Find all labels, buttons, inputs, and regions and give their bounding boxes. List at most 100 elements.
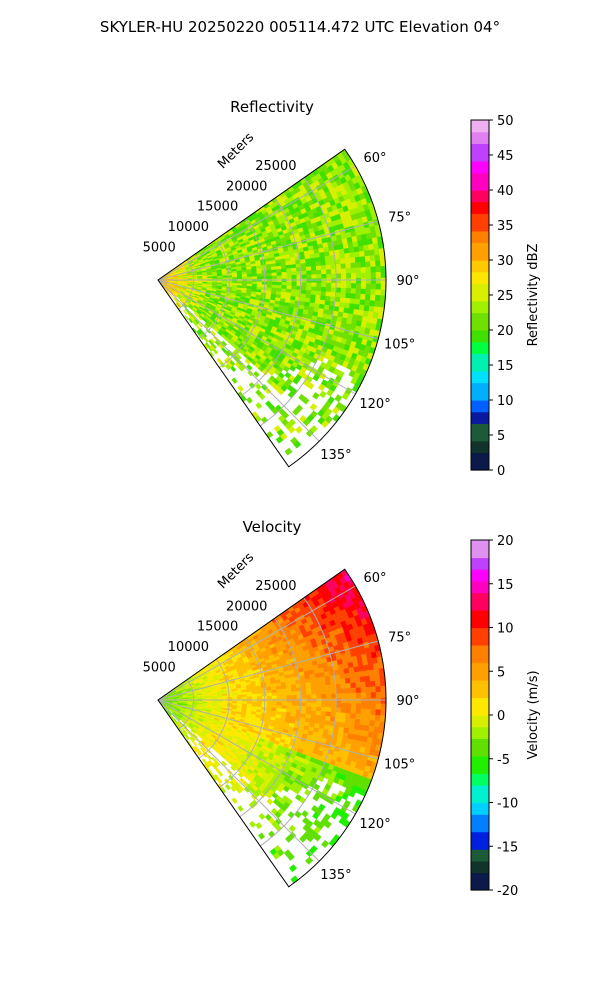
radar-cell [325, 264, 332, 270]
radar-cell [365, 686, 372, 693]
radar-cell [311, 690, 317, 695]
radar-cell [375, 697, 382, 705]
radar-cell [360, 703, 367, 710]
colorbar-swatch [471, 365, 489, 372]
radar-cell [339, 678, 346, 685]
radar-cell [380, 277, 387, 285]
radar-cell [311, 706, 317, 712]
radar-cell [369, 255, 376, 262]
radar-cell [325, 291, 332, 297]
colorbar-swatch [471, 225, 489, 232]
radar-cell [326, 278, 332, 284]
radar-cell [295, 425, 303, 434]
radar-cell [365, 288, 372, 296]
radar-cell [324, 675, 331, 682]
radar-cell [271, 272, 278, 277]
radar-cell [344, 722, 351, 729]
colorbar-tick-label: 20 [497, 324, 514, 339]
radar-cell [311, 274, 317, 279]
radar-cell [305, 266, 312, 272]
radar-cell [256, 281, 263, 285]
colorbar-swatch [471, 394, 489, 401]
colorbar-swatch [471, 277, 489, 284]
radar-cell [265, 431, 274, 439]
radar-cell [348, 303, 356, 310]
range-tick-label: 15000 [197, 620, 238, 635]
radar-cell [375, 692, 382, 699]
radar-cell [315, 714, 322, 721]
radar-cell [316, 269, 322, 275]
radar-cell [359, 299, 366, 306]
radar-cell [338, 248, 345, 255]
radar-cell [349, 672, 356, 679]
colorbar-swatch [471, 440, 489, 448]
radar-cell [306, 702, 312, 707]
radar-cell [380, 265, 387, 273]
colorbar-swatch [471, 248, 489, 255]
radar-cell [281, 281, 288, 286]
velocity-panel: Velocity60°75°90°105°120°135°50001000015… [143, 518, 541, 899]
colorbar-swatch [471, 213, 489, 220]
radar-cell [335, 707, 342, 714]
colorbar-swatch [471, 860, 489, 868]
radar-cell [305, 678, 311, 684]
radar-cell [360, 708, 367, 715]
radar-cell [346, 698, 352, 704]
radar-cell [305, 856, 314, 865]
radar-cell [182, 309, 188, 315]
radar-cell [241, 694, 248, 698]
range-tick-label: 20000 [226, 179, 267, 194]
radar-cell [271, 284, 278, 289]
radar-cell [355, 267, 362, 274]
radar-cell [286, 285, 292, 290]
radar-cell [339, 722, 346, 729]
radar-cell [355, 283, 362, 290]
radar-cell [311, 278, 317, 283]
radar-cell [345, 292, 352, 299]
colorbar-swatch [471, 855, 489, 862]
colorbar-swatch [471, 388, 489, 395]
radar-cell [266, 798, 274, 806]
radar-cell [184, 314, 189, 321]
radar-cell [370, 692, 377, 699]
radar-cell [320, 291, 327, 297]
radar-cell [222, 697, 228, 700]
radar-cell [351, 698, 357, 704]
radar-cell [355, 682, 362, 689]
colorbar-swatch [471, 458, 489, 465]
radar-cell [311, 694, 317, 699]
colorbar-swatch [471, 125, 489, 133]
radar-cell [339, 302, 346, 309]
radar-cell [266, 689, 273, 694]
radar-cell [266, 281, 273, 286]
radar-cell [254, 383, 262, 390]
radar-cell [285, 684, 292, 689]
colorbar-swatch [471, 353, 489, 360]
radar-cell [360, 277, 367, 284]
radar-cell [370, 260, 376, 268]
azimuth-tick-label: 105° [384, 758, 415, 773]
colorbar-swatch [471, 878, 489, 885]
radar-cell [360, 713, 366, 721]
azimuth-tick-label: 90° [396, 694, 419, 709]
radar-cell [325, 711, 332, 717]
radar-cell [301, 286, 307, 291]
radar-cell [224, 363, 231, 371]
radar-cell [354, 671, 361, 678]
radar-cell [311, 282, 317, 288]
colorbar-swatch [471, 359, 489, 366]
radar-cell [271, 695, 278, 700]
radar-cell [237, 696, 243, 700]
radar-cell [276, 704, 283, 709]
radar-cell [305, 686, 312, 692]
radar-cell [286, 268, 292, 273]
radar-cell [355, 262, 362, 269]
radar-cell [251, 696, 258, 700]
radar-cell [288, 824, 297, 833]
radar-cell [375, 709, 382, 716]
radar-cell [284, 447, 293, 456]
radar-cell [340, 268, 347, 274]
colorbar-swatch [471, 335, 489, 343]
radar-cell [335, 287, 342, 294]
